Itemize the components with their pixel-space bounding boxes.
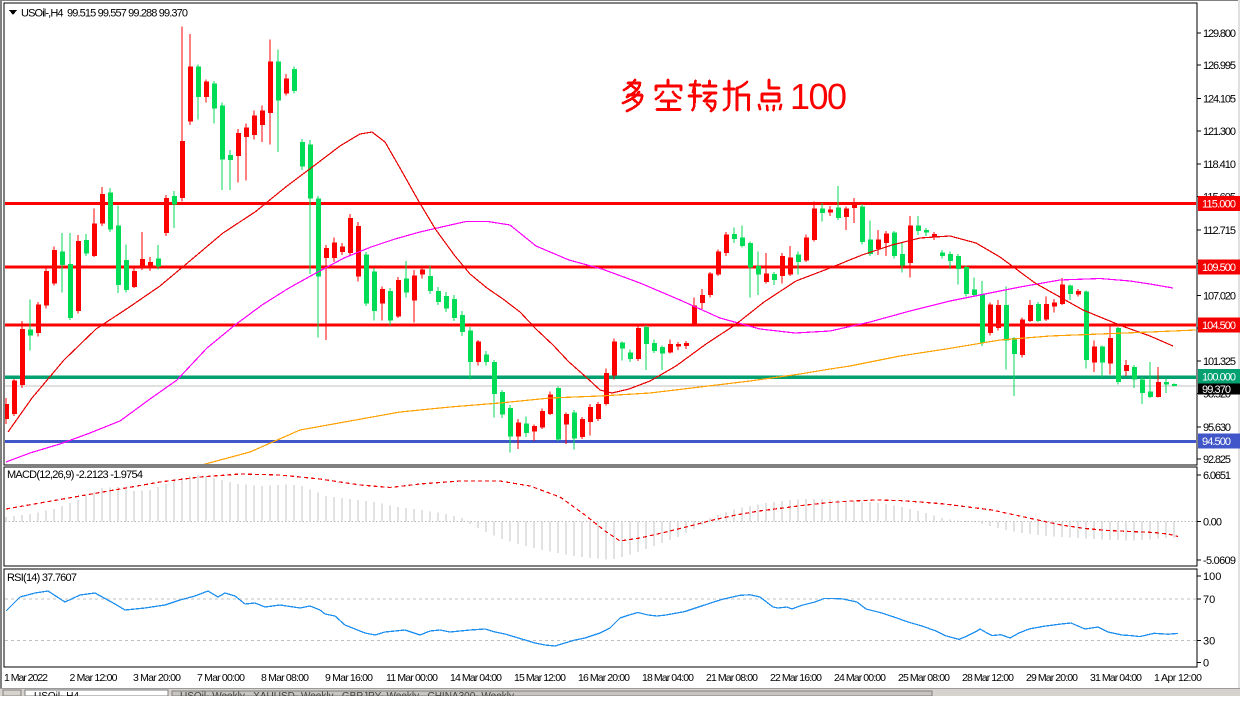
svg-text:22 Mar 16:00: 22 Mar 16:00 [770, 672, 822, 684]
svg-text:USOil-,H4 99.515 99.557 99.28: USOil-,H4 99.515 99.557 99.288 99.370 [21, 8, 188, 20]
svg-text:USOil-,H4: USOil-,H4 [34, 691, 79, 696]
svg-text:28 Mar 12:00: 28 Mar 12:00 [962, 672, 1014, 684]
svg-text:100: 100 [790, 76, 847, 117]
svg-text:95.630: 95.630 [1203, 422, 1231, 434]
svg-text:21 Mar 08:00: 21 Mar 08:00 [706, 672, 758, 684]
svg-text:129.800: 129.800 [1203, 28, 1236, 40]
svg-text:112.715: 112.715 [1203, 225, 1236, 237]
svg-text:MACD(12,26,9) -2.2123 -1.9754: MACD(12,26,9) -2.2123 -1.9754 [7, 469, 143, 481]
svg-text:70: 70 [1203, 594, 1215, 606]
svg-text:126.995: 126.995 [1203, 60, 1236, 72]
svg-text:99.370: 99.370 [1202, 384, 1231, 396]
svg-text:0: 0 [1203, 657, 1209, 669]
svg-text:11 Mar 00:00: 11 Mar 00:00 [386, 672, 438, 684]
svg-text:92.825: 92.825 [1203, 454, 1231, 466]
svg-text:1 Mar 2022: 1 Mar 2022 [4, 672, 48, 684]
svg-text:124.105: 124.105 [1203, 94, 1236, 106]
svg-text:24 Mar 00:00: 24 Mar 00:00 [834, 672, 886, 684]
svg-text:RSI(14) 37.7607: RSI(14) 37.7607 [7, 572, 77, 584]
svg-text:6.0651: 6.0651 [1203, 470, 1231, 482]
svg-text:31 Mar 04:00: 31 Mar 04:00 [1090, 672, 1142, 684]
svg-text:101.325: 101.325 [1203, 356, 1236, 368]
svg-text:15 Mar 12:00: 15 Mar 12:00 [514, 672, 566, 684]
svg-text:100.000: 100.000 [1202, 372, 1236, 384]
svg-text:7 Mar 00:00: 7 Mar 00:00 [197, 672, 245, 684]
svg-text:25 Mar 08:00: 25 Mar 08:00 [898, 672, 950, 684]
svg-text:1 Apr 12:00: 1 Apr 12:00 [1154, 672, 1202, 684]
svg-text:109.500: 109.500 [1202, 262, 1236, 274]
svg-text:30: 30 [1203, 636, 1215, 648]
svg-text:14 Mar 04:00: 14 Mar 04:00 [450, 672, 502, 684]
svg-text:18 Mar 04:00: 18 Mar 04:00 [642, 672, 694, 684]
svg-text:USOil-,Weekly XAUUSD-,Weekly: USOil-,Weekly XAUUSD-,Weekly GBPJPY-,Wee… [180, 691, 514, 696]
svg-text:0.00: 0.00 [1203, 517, 1222, 529]
svg-text:2 Mar 12:00: 2 Mar 12:00 [70, 672, 118, 684]
svg-text:118.410: 118.410 [1203, 159, 1236, 171]
svg-text:29 Mar 20:00: 29 Mar 20:00 [1026, 672, 1078, 684]
svg-text:8 Mar 08:00: 8 Mar 08:00 [261, 672, 309, 684]
svg-text:100: 100 [1203, 571, 1221, 583]
svg-text:-5.0609: -5.0609 [1203, 555, 1236, 567]
svg-text:94.500: 94.500 [1202, 436, 1231, 448]
svg-text:121.300: 121.300 [1203, 126, 1236, 138]
svg-text:107.020: 107.020 [1203, 291, 1236, 303]
svg-text:16 Mar 20:00: 16 Mar 20:00 [578, 672, 630, 684]
svg-text:115.000: 115.000 [1202, 199, 1236, 211]
svg-text:104.500: 104.500 [1202, 320, 1236, 332]
svg-text:9 Mar 16:00: 9 Mar 16:00 [325, 672, 373, 684]
svg-text:3 Mar 20:00: 3 Mar 20:00 [133, 672, 181, 684]
